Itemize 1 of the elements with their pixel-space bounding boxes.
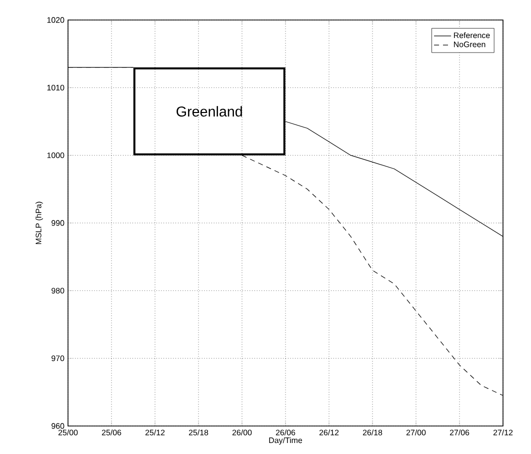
annotation: Greenland [176, 106, 242, 117]
